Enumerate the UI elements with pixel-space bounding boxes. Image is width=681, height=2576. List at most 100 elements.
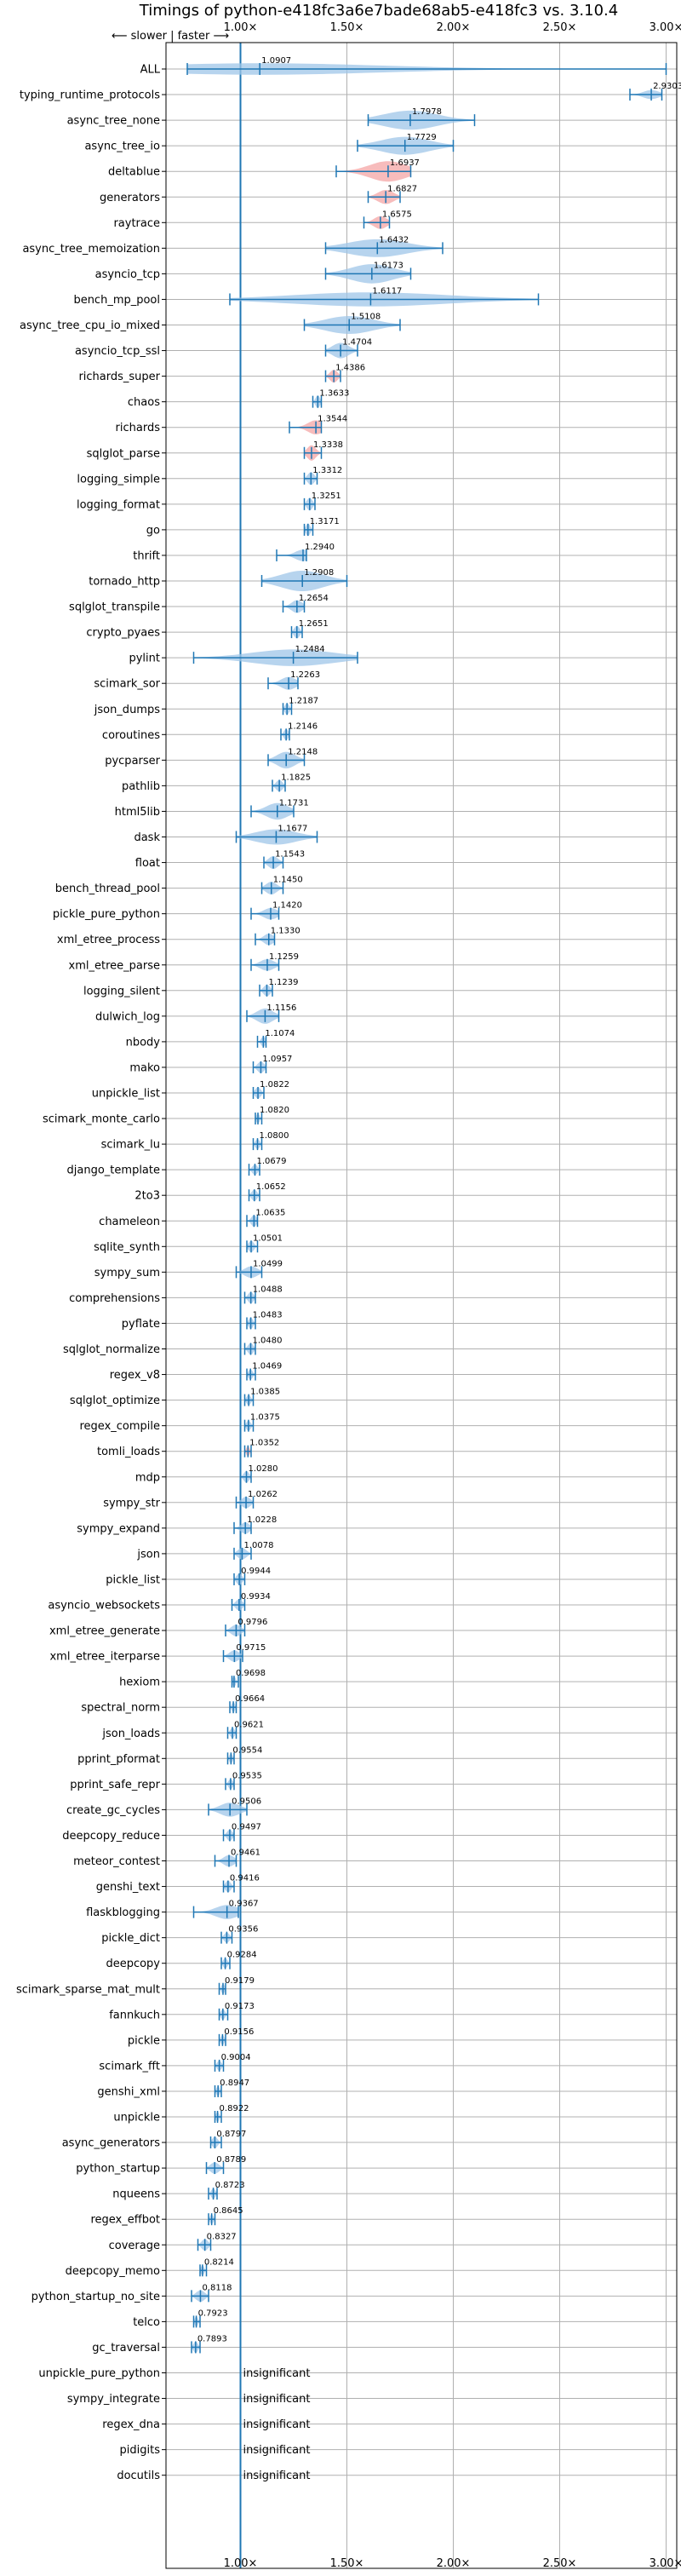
value-label: 1.0469 [252,1362,282,1371]
y-tick-label: float [135,857,160,870]
value-label: 1.6937 [390,158,420,168]
value-label: 1.0501 [253,1233,283,1243]
y-tick-label: deepcopy_memo [66,2265,160,2278]
value-label: 1.3171 [310,517,340,526]
value-label: 1.0635 [255,1208,285,1217]
y-tick-label: fannkuch [109,2009,160,2021]
y-tick-label: asyncio_tcp [95,268,160,281]
value-label: 1.0352 [249,1439,279,1448]
y-tick-label: create_gc_cycles [66,1804,160,1817]
value-label: 1.0480 [253,1337,283,1346]
y-tick-label: pprint_pformat [77,1753,160,1766]
value-label: 1.2654 [299,594,329,603]
value-label: 0.9367 [229,1900,259,1909]
value-label: 1.1731 [279,798,309,808]
y-tick-label: regex_effbot [90,2214,160,2227]
y-tick-label: sqlglot_transpile [69,601,160,614]
x-tick-label-top: 2.50× [543,21,577,34]
value-label: 0.9356 [228,1925,258,1935]
y-tick-label: deltablue [108,166,160,179]
insignificant-label: insignificant [243,2367,311,2380]
y-tick-label: regex_compile [79,1420,160,1433]
value-label: 1.1156 [266,1003,296,1013]
y-tick-label: asyncio_websockets [48,1600,160,1613]
y-tick-label: async_tree_none [67,115,160,128]
y-tick-label: unpickle [113,2112,160,2125]
value-label: 1.1677 [278,825,307,834]
y-tick-label: scimark_monte_carlo [43,1113,160,1126]
y-tick-label: json_loads [101,1728,160,1740]
y-tick-label: unpickle_pure_python [38,2367,160,2380]
value-label: 0.8789 [216,2155,246,2165]
y-tick-label: sympy_integrate [67,2393,160,2406]
x-tick-label-top: 1.50× [330,21,364,34]
y-tick-label: pickle_list [106,1573,160,1586]
value-label: 1.3633 [319,389,349,399]
y-tick-label: async_tree_memoization [22,243,160,256]
value-label: 1.1420 [272,901,302,911]
value-label: 1.6575 [382,210,412,219]
y-tick-label: sqlglot_parse [87,447,160,460]
plot-area [186,43,667,2568]
y-tick-label: raytrace [113,217,160,230]
y-tick-label: dulwich_log [95,1010,160,1023]
value-label: 1.3312 [312,466,342,475]
y-tick-label: sympy_sum [94,1267,160,1279]
y-tick-label: sympy_str [103,1497,160,1509]
y-tick-label: mako [129,1061,160,1074]
y-tick-label: scimark_sor [94,678,160,691]
x-tick-label-top: 3.00× [650,21,681,34]
y-tick-label: pickle_pure_python [53,908,160,921]
y-tick-label: pickle [128,2034,160,2047]
value-label: 0.8922 [220,2104,249,2113]
value-label: 0.8327 [207,2232,237,2241]
value-label: 1.0957 [262,1055,292,1064]
y-tick-label: comprehensions [69,1292,160,1305]
y-tick-label: regex_dna [102,2418,160,2431]
y-tick-label: pylint [129,653,160,665]
y-tick-label: scimark_lu [101,1139,160,1152]
value-label: 1.0907 [261,56,291,66]
value-label: 0.9535 [232,1771,262,1780]
value-label: 1.0679 [256,1157,286,1166]
plot-frame [165,42,678,2569]
value-label: 0.9497 [232,1822,261,1831]
y-tick-label: asyncio_tcp_ssl [75,345,160,358]
y-tick-label: pycparser [105,755,160,768]
y-tick-label: async_tree_cpu_io_mixed [20,319,160,332]
y-tick-label: html5lib [115,806,160,819]
value-label: 1.6827 [387,184,417,193]
y-tick-label: logging_format [77,498,160,511]
y-tick-label: thrift [133,549,160,562]
value-label: 1.2484 [295,645,325,654]
x-tick-label-top: 1.00× [224,21,258,34]
y-tick-label: genshi_xml [97,2085,160,2098]
value-label: 1.2146 [288,722,318,731]
value-label: 0.9796 [237,1618,267,1627]
y-tick-label: coverage [109,2240,160,2252]
x-tick-label-top: 2.00× [437,21,471,34]
value-label: 0.9004 [221,2053,251,2062]
y-tick-label: unpickle_list [92,1088,160,1101]
insignificant-label: insignificant [243,2418,311,2431]
y-tick-label: django_template [67,1164,160,1177]
value-label: 1.0652 [256,1182,286,1192]
y-tick-label: xml_etree_process [57,934,160,946]
value-label: 1.0822 [260,1080,289,1090]
y-tick-label: spectral_norm [81,1702,160,1715]
value-label: 1.0280 [249,1464,278,1474]
value-label: 0.9506 [232,1797,261,1806]
value-label: 0.9944 [241,1567,271,1576]
y-tick-label: flaskblogging [86,1906,160,1919]
y-tick-label: deepcopy [106,1958,160,1970]
value-label: 1.4704 [342,338,372,348]
x-tick-label-bottom: 2.00× [437,2557,471,2570]
value-label: 0.8118 [202,2283,232,2292]
value-label: 1.0385 [250,1388,280,1397]
value-label: 0.9715 [236,1643,266,1653]
value-label: 0.9461 [231,1849,260,1858]
y-tick-label: richards_super [78,371,160,383]
y-tick-label: sympy_expand [77,1522,160,1535]
